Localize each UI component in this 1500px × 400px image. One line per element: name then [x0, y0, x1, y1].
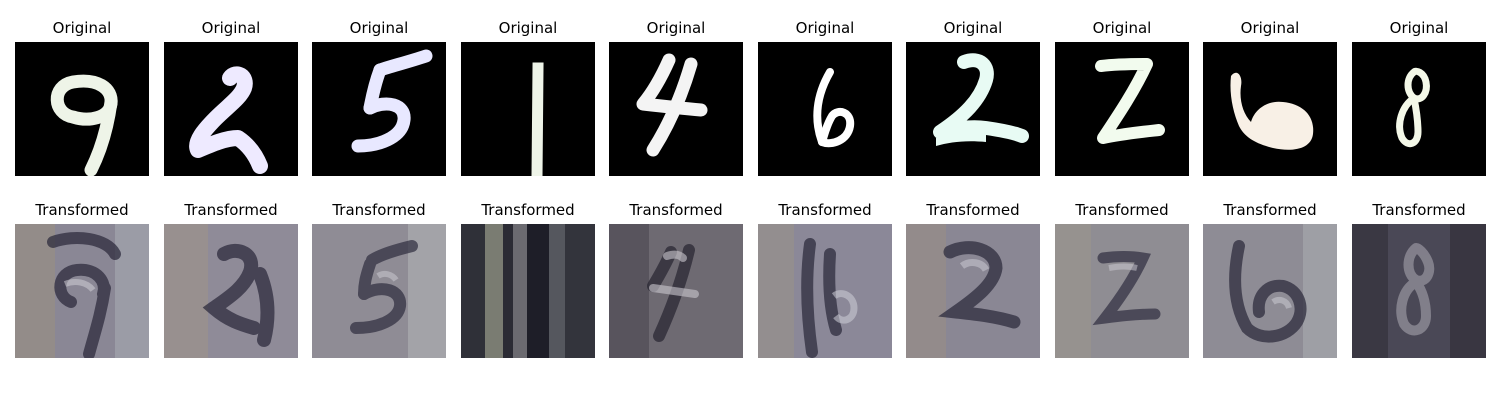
- cell-title: Transformed: [332, 201, 426, 219]
- cell-title: Original: [349, 19, 409, 37]
- cell-title: Original: [52, 19, 112, 37]
- transformed-cell: Transformed: [609, 198, 743, 358]
- original-cell: Original: [906, 16, 1040, 176]
- cell-title: Transformed: [35, 201, 129, 219]
- cell-title: Original: [1092, 19, 1152, 37]
- original-cell: Original: [1203, 16, 1337, 176]
- cell-title: Transformed: [184, 201, 278, 219]
- cell-title: Original: [943, 19, 1003, 37]
- transformed-cell: Transformed: [1352, 198, 1486, 358]
- original-digit-6-image: [1203, 42, 1337, 176]
- original-digit-2-image: [1055, 42, 1189, 176]
- cell-title: Transformed: [926, 201, 1020, 219]
- transformed-digit-2-image: [1055, 224, 1189, 358]
- transformed-digit-1-image: [461, 224, 595, 358]
- transformed-digit-6-image: [1203, 224, 1337, 358]
- original-digit-5-image: [312, 42, 446, 176]
- original-digit-2-image: [906, 42, 1040, 176]
- original-cell: Original: [1055, 16, 1189, 176]
- transformed-digit-9-image: [15, 224, 149, 358]
- cell-title: Original: [1389, 19, 1449, 37]
- original-cell: Original: [1352, 16, 1486, 176]
- cell-title: Original: [498, 19, 558, 37]
- original-digit-8-image: [1352, 42, 1486, 176]
- original-cell: Original: [164, 16, 298, 176]
- original-cell: Original: [15, 16, 149, 176]
- cell-title: Original: [795, 19, 855, 37]
- original-row: Original Original Original: [0, 16, 1500, 176]
- transformed-cell: Transformed: [312, 198, 446, 358]
- transformed-digit-6-image: [758, 224, 892, 358]
- transformed-cell: Transformed: [164, 198, 298, 358]
- transformed-digit-5-image: [312, 224, 446, 358]
- transformed-cell: Transformed: [758, 198, 892, 358]
- transformed-cell: Transformed: [1203, 198, 1337, 358]
- cell-title: Original: [646, 19, 706, 37]
- transformed-cell: Transformed: [906, 198, 1040, 358]
- transformed-digit-8-image: [1352, 224, 1486, 358]
- original-cell: Original: [758, 16, 892, 176]
- original-digit-2-image: [164, 42, 298, 176]
- transformed-row: Transformed Transformed: [0, 198, 1500, 358]
- cell-title: Transformed: [1223, 201, 1317, 219]
- original-digit-6-image: [758, 42, 892, 176]
- original-digit-1-image: [461, 42, 595, 176]
- cell-title: Transformed: [481, 201, 575, 219]
- original-digit-9-image: [15, 42, 149, 176]
- cell-title: Transformed: [1075, 201, 1169, 219]
- transformed-digit-2-image: [906, 224, 1040, 358]
- cell-title: Original: [201, 19, 261, 37]
- transformed-digit-4-image: [609, 224, 743, 358]
- transformed-digit-2-image: [164, 224, 298, 358]
- original-digit-4-image: [609, 42, 743, 176]
- cell-title: Transformed: [778, 201, 872, 219]
- cell-title: Original: [1240, 19, 1300, 37]
- cell-title: Transformed: [629, 201, 723, 219]
- original-cell: Original: [461, 16, 595, 176]
- original-cell: Original: [609, 16, 743, 176]
- transformed-cell: Transformed: [461, 198, 595, 358]
- original-cell: Original: [312, 16, 446, 176]
- transformed-cell: Transformed: [15, 198, 149, 358]
- cell-title: Transformed: [1372, 201, 1466, 219]
- transformed-cell: Transformed: [1055, 198, 1189, 358]
